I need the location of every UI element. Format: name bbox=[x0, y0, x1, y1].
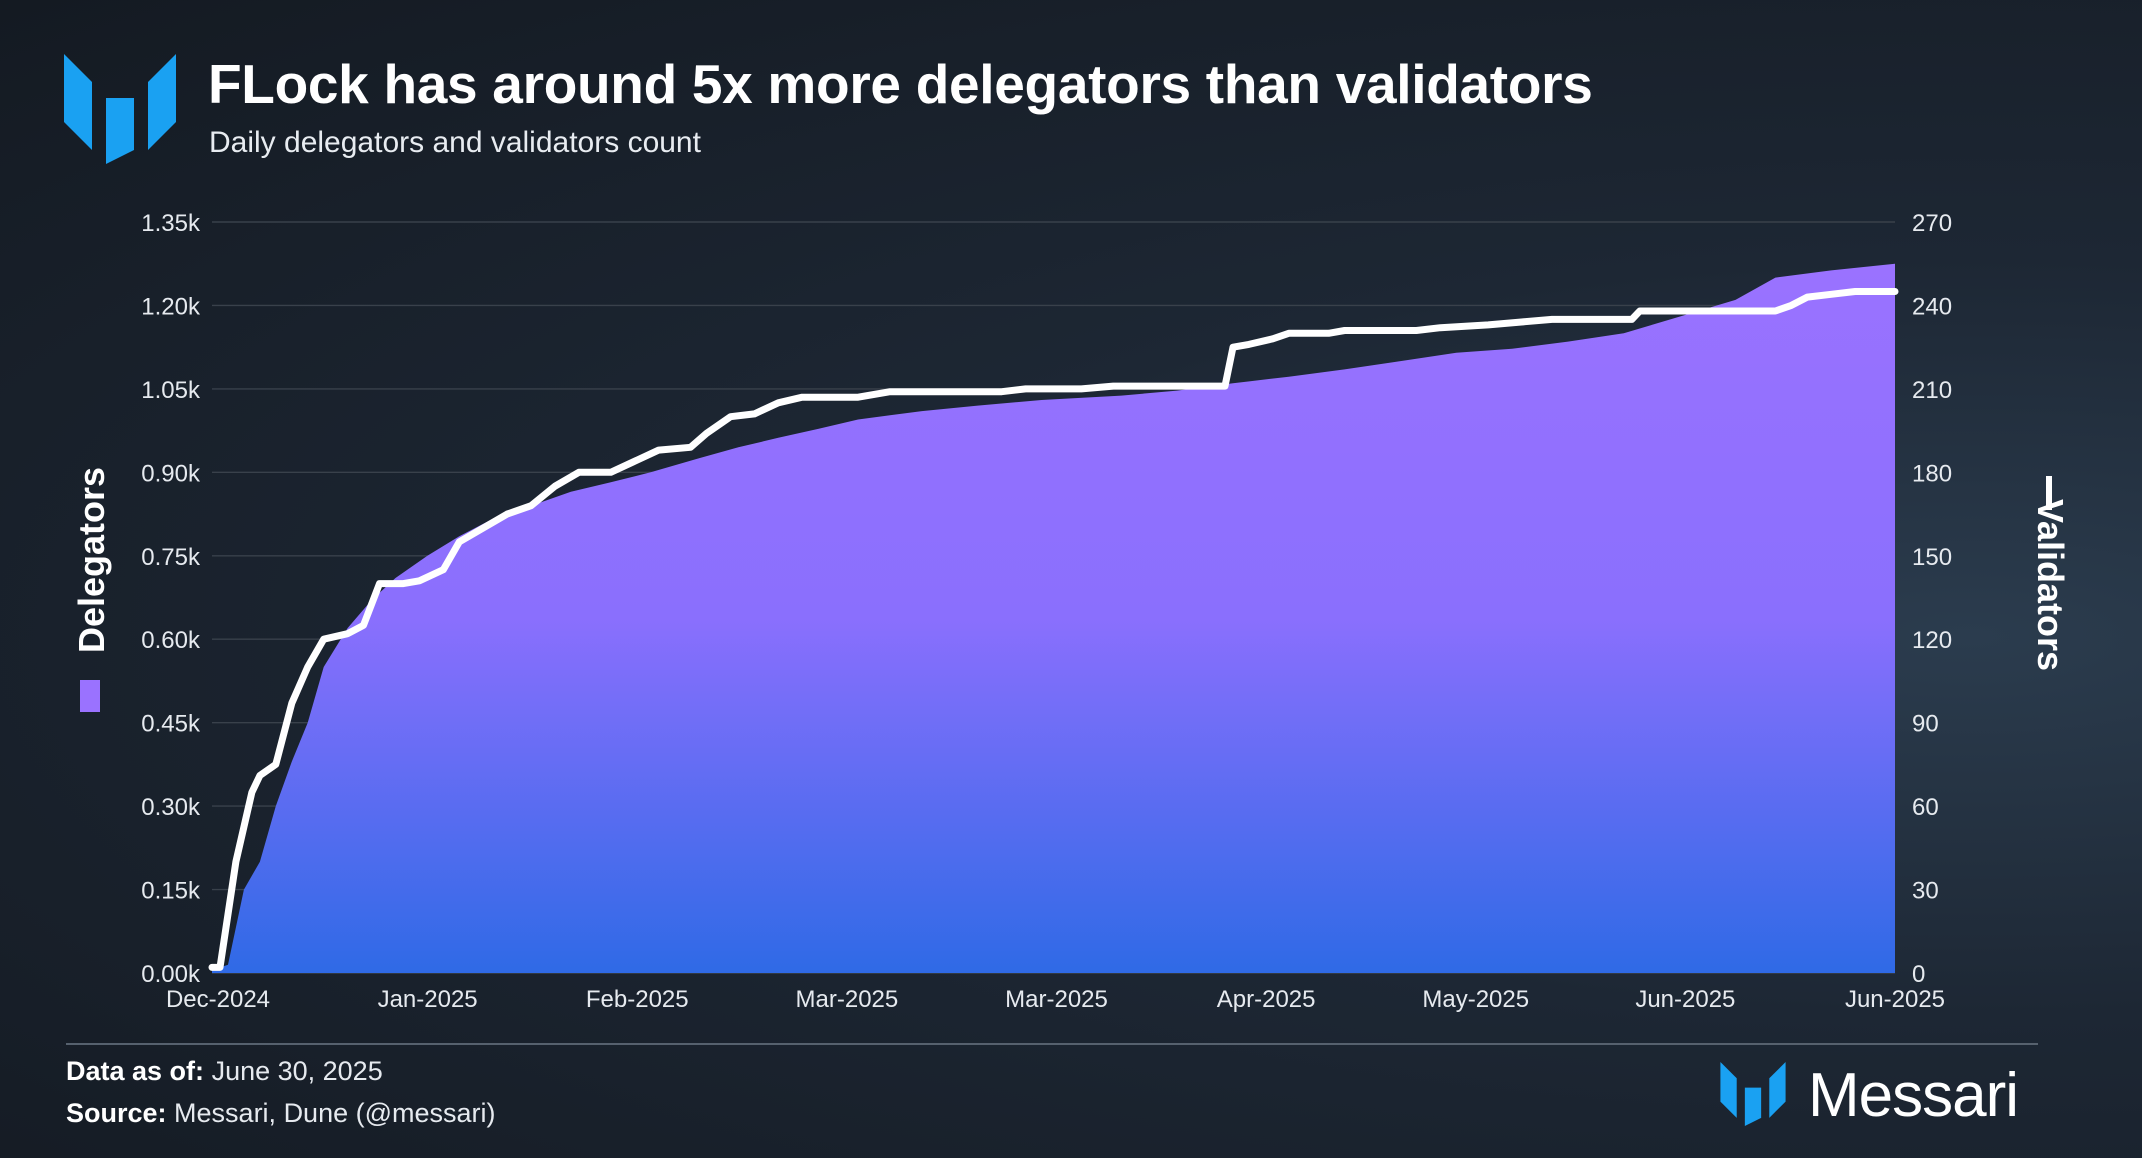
x-axis-ticks: Dec-2024 Jan-2025 Feb-2025 Mar-2025 Mar-2025… bbox=[166, 986, 1945, 1013]
right-axis-ticks: 0 30 60 90 120 150 180 210 240 270 bbox=[1912, 210, 1952, 988]
chart-subtitle: Daily delegators and validators count bbox=[209, 126, 701, 159]
x-axis-tick-label: Mar-2025 bbox=[796, 986, 899, 1013]
left-axis-tick-label: 0.90k bbox=[141, 460, 201, 487]
left-axis-tick-label: 0.75k bbox=[141, 544, 201, 571]
right-axis-title: Validators bbox=[2030, 499, 2071, 671]
validators-legend-swatch bbox=[2046, 476, 2052, 510]
left-axis-tick-label: 0.00k bbox=[141, 961, 201, 988]
delegators-area bbox=[212, 263, 1895, 973]
x-axis-tick-label: Apr-2025 bbox=[1217, 986, 1316, 1013]
right-axis-tick-label: 60 bbox=[1912, 794, 1939, 821]
x-axis-tick-label: Feb-2025 bbox=[586, 986, 689, 1013]
data-as-of-value: June 30, 2025 bbox=[211, 1056, 383, 1086]
left-axis-tick-label: 1.05k bbox=[141, 377, 201, 404]
right-axis-tick-label: 270 bbox=[1912, 210, 1952, 237]
source-line: Source: Messari, Dune (@messari) bbox=[66, 1098, 496, 1129]
data-as-of: Data as of: June 30, 2025 bbox=[66, 1056, 383, 1087]
x-axis-tick-label: Dec-2024 bbox=[166, 986, 270, 1013]
right-axis-tick-label: 0 bbox=[1912, 961, 1925, 988]
right-axis-label: Validators bbox=[2030, 499, 2071, 671]
left-axis-tick-label: 0.15k bbox=[141, 878, 201, 905]
x-axis-tick-label: Jan-2025 bbox=[378, 986, 478, 1013]
left-axis-tick-label: 1.20k bbox=[141, 293, 201, 320]
brand-name: Messari bbox=[1808, 1061, 2019, 1130]
messari-brand-icon bbox=[1720, 1062, 1786, 1126]
messari-logo-icon bbox=[64, 54, 176, 164]
x-axis-tick-label: Jun-2025 bbox=[1845, 986, 1945, 1013]
x-axis-tick-label: Jun-2025 bbox=[1635, 986, 1735, 1013]
right-axis-tick-label: 150 bbox=[1912, 544, 1952, 571]
left-axis-ticks: 0.00k 0.15k 0.30k 0.45k 0.60k 0.75k 0.90k 1.05k… bbox=[141, 210, 201, 988]
chart-canvas: 0.00k 0.15k 0.30k 0.45k 0.60k 0.75k 0.90k 1.05k… bbox=[71, 210, 2071, 1013]
right-axis-tick-label: 210 bbox=[1912, 377, 1952, 404]
right-axis-tick-label: 240 bbox=[1912, 293, 1952, 320]
source-label: Source: bbox=[66, 1098, 167, 1128]
footer-divider bbox=[66, 1043, 2038, 1045]
brand-lockup: Messari bbox=[1720, 1060, 2040, 1130]
validators-line bbox=[208, 288, 1899, 971]
left-axis-tick-label: 0.30k bbox=[141, 794, 201, 821]
left-axis-tick-label: 1.35k bbox=[141, 210, 201, 237]
source-value: Messari, Dune (@messari) bbox=[174, 1098, 496, 1128]
data-as-of-label: Data as of: bbox=[66, 1056, 205, 1086]
chart-title: FLock has around 5x more delegators than… bbox=[208, 53, 1593, 115]
delegators-legend-swatch bbox=[80, 680, 100, 712]
left-axis-label: Delegators bbox=[71, 467, 112, 653]
right-axis-tick-label: 120 bbox=[1912, 627, 1952, 654]
left-axis-title: Delegators bbox=[71, 467, 112, 653]
left-axis-tick-label: 0.45k bbox=[141, 711, 201, 738]
right-axis-tick-label: 90 bbox=[1912, 711, 1939, 738]
x-axis-tick-label: Mar-2025 bbox=[1005, 986, 1108, 1013]
right-axis-tick-label: 180 bbox=[1912, 460, 1952, 487]
x-axis-tick-label: May-2025 bbox=[1422, 986, 1529, 1013]
right-axis-tick-label: 30 bbox=[1912, 878, 1939, 905]
left-axis-tick-label: 0.60k bbox=[141, 627, 201, 654]
